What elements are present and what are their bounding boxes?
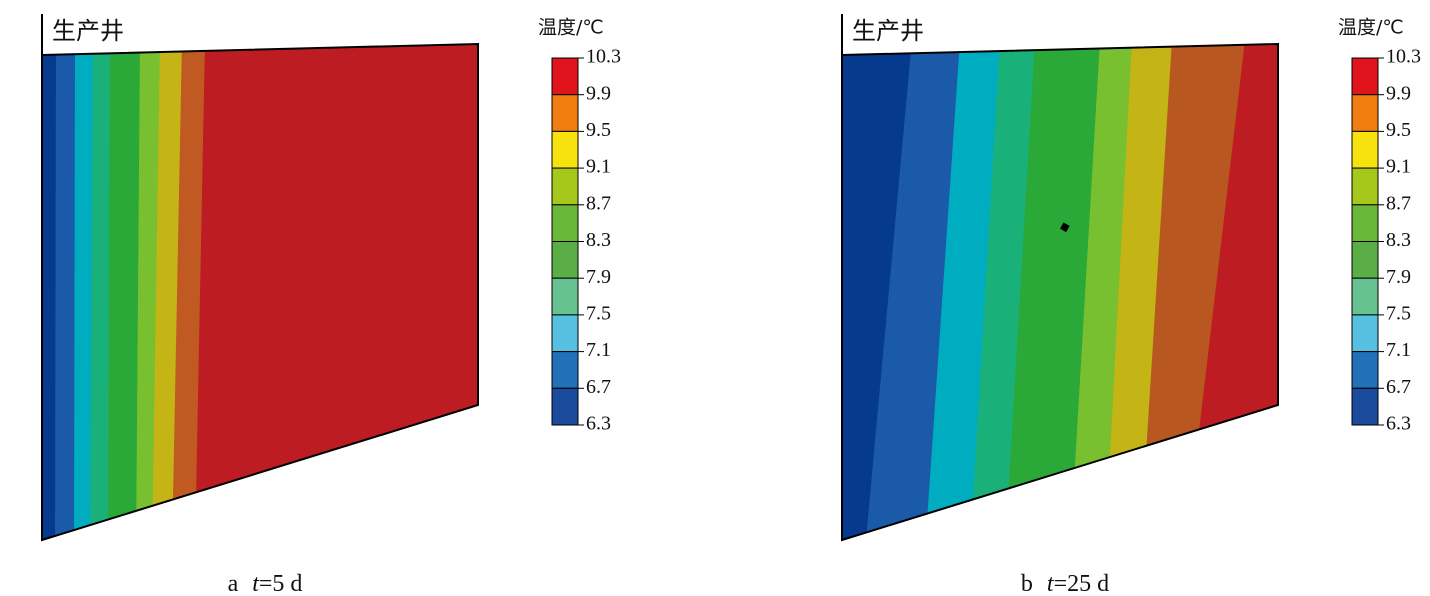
colorbar-title: 温度/℃: [538, 17, 604, 39]
temperature-field-b: [842, 44, 1278, 540]
well-label: 生产井: [852, 17, 924, 45]
colorbar-tick-label: 6.7: [586, 376, 611, 398]
colorbar-band: [551, 277, 579, 316]
colorbar-band: [551, 387, 579, 426]
colorbar-tick-label: 9.5: [586, 119, 611, 141]
caption-value: =25 d: [1054, 571, 1110, 596]
marker: [1060, 222, 1070, 233]
colorbar-tick-label: 9.9: [586, 82, 611, 104]
colorbar-tick-label: 7.5: [586, 302, 611, 324]
colorbar-band: [551, 204, 579, 243]
colorbar-tick-label: 6.7: [1386, 376, 1411, 398]
colorbar-tick-label: 6.3: [1386, 413, 1411, 435]
colorbar-tick-label: 7.1: [586, 339, 611, 361]
colorbar-tick-label: 9.5: [1386, 119, 1411, 141]
colorbar-tick-label: 10.3: [586, 46, 621, 68]
colorbar-tick-label: 10.3: [1386, 46, 1421, 68]
colorbar-title: 温度/℃: [1338, 17, 1404, 39]
caption: b t=25 d: [1021, 571, 1109, 596]
caption-letter: b: [1021, 571, 1033, 596]
colorbar-band: [1351, 204, 1379, 243]
colorbar-tick-label: 8.7: [1386, 192, 1411, 214]
colorbar-tick-label: 8.7: [586, 192, 611, 214]
caption-value: =5 d: [259, 571, 303, 596]
colorbar-band: [1351, 130, 1379, 169]
colorbar-band: [1351, 57, 1379, 96]
colorbar-tick-label: 7.9: [586, 266, 611, 288]
colorbar-tick-label: 9.1: [1386, 156, 1411, 178]
colorbar-band: [1351, 277, 1379, 316]
colorbar-band: [551, 167, 579, 206]
caption: a t=5 d: [228, 571, 303, 596]
colorbar-band: [1351, 241, 1379, 279]
colorbar-tick-label: 8.3: [586, 229, 611, 251]
colorbar-band: [551, 94, 579, 132]
colorbar-tick-label: 8.3: [1386, 229, 1411, 251]
caption-variable: t: [1047, 571, 1055, 596]
colorbar-band: [551, 314, 579, 353]
colorbar-band: [1351, 314, 1379, 353]
colorbar-tick-label: 6.3: [586, 413, 611, 435]
colorbar-tick-label: 7.1: [1386, 339, 1411, 361]
colorbar-band: [1351, 387, 1379, 426]
colorbar-band: [551, 130, 579, 169]
colorbar-tick-label: 7.5: [1386, 302, 1411, 324]
colorbar-band: [1351, 94, 1379, 132]
colorbar-tick-label: 9.9: [1386, 82, 1411, 104]
caption-variable: t: [252, 571, 260, 596]
colorbar-tick-label: 9.1: [586, 156, 611, 178]
temperature-field-a: [42, 44, 478, 540]
colorbar-band: [1351, 351, 1379, 389]
colorbar-band: [551, 57, 579, 96]
colorbar-band: [551, 241, 579, 279]
colorbar-tick-label: 7.9: [1386, 266, 1411, 288]
caption-letter: a: [228, 571, 239, 596]
well-label: 生产井: [52, 17, 124, 45]
colorbar-band: [551, 351, 579, 389]
colorbar-band: [1351, 167, 1379, 206]
